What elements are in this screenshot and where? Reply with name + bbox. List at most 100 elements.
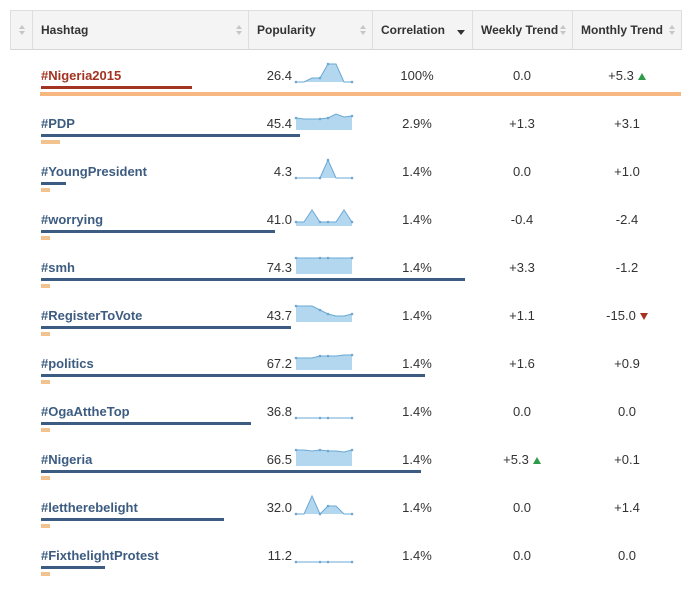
- sparkline-point: [318, 354, 322, 358]
- correlation-bar: [41, 284, 50, 288]
- header-monthly-trend[interactable]: Monthly Trend: [572, 11, 682, 50]
- monthly-trend-value: +3.1: [614, 116, 640, 131]
- popularity-sparkline: [294, 256, 354, 274]
- correlation-value: 1.4%: [402, 308, 432, 323]
- monthly-trend-value: 0.0: [617, 548, 637, 563]
- popularity-value: 26.4: [266, 68, 292, 83]
- correlation-bar: [41, 380, 50, 384]
- hashtag-link[interactable]: #worrying: [41, 212, 104, 227]
- correlation-value: 1.4%: [402, 500, 432, 515]
- sparkline-point: [326, 116, 330, 120]
- sparkline-area: [296, 114, 352, 130]
- sparkline-line: [296, 449, 353, 453]
- hashtag-link[interactable]: #politics: [41, 356, 94, 371]
- header-correlation[interactable]: Correlation: [372, 11, 472, 50]
- popularity-bar: [41, 230, 275, 233]
- popularity-bar: [41, 86, 192, 89]
- popularity-bar: [41, 326, 291, 329]
- correlation-value: 2.9%: [402, 116, 432, 131]
- weekly-trend-value: 0.0: [512, 404, 532, 419]
- header-popularity-label: Popularity: [257, 23, 316, 37]
- sparkline-point: [350, 176, 354, 180]
- table-row[interactable]: #smh 74.3 1.4% +3.3 -1.2: [10, 250, 682, 298]
- monthly-trend-value: -2.4: [615, 212, 639, 227]
- sparkline-point: [326, 416, 330, 420]
- table-row[interactable]: #politics 67.2 1.4% +1.6 +0.9: [10, 346, 682, 394]
- sparkline-line: [296, 158, 352, 179]
- table-row[interactable]: #lettherebelight 32.0 1.4% 0.0 +1.4: [10, 490, 682, 538]
- popularity-bar: [41, 518, 224, 521]
- correlation-value: 1.4%: [402, 212, 432, 227]
- hashtag-link[interactable]: #smh: [41, 260, 75, 275]
- popularity-value: 36.8: [266, 404, 292, 419]
- sort-handle-column[interactable]: [10, 11, 32, 50]
- table-row[interactable]: #PDP 45.4 2.9% +1.3 +3.1: [10, 106, 682, 154]
- sparkline-point: [350, 448, 354, 452]
- monthly-trend-cell: +0.9: [572, 356, 682, 371]
- header-popularity[interactable]: Popularity: [248, 11, 372, 50]
- trend-up-icon: [532, 457, 541, 464]
- hashtag-link[interactable]: #Nigeria: [41, 452, 93, 467]
- monthly-trend-cell: 0.0: [572, 548, 682, 563]
- sort-desc-icon: [457, 30, 465, 35]
- sparkline-point: [294, 220, 298, 224]
- weekly-trend-cell: 0.0: [472, 404, 572, 419]
- sparkline-point: [350, 512, 354, 516]
- header-weekly-trend[interactable]: Weekly Trend: [472, 11, 572, 50]
- hashtag-link[interactable]: #lettherebelight: [41, 500, 138, 515]
- sparkline-point: [326, 504, 330, 508]
- hashtag-link[interactable]: #RegisterToVote: [41, 308, 143, 323]
- sparkline-area: [296, 258, 352, 274]
- monthly-trend-value: +5.3: [608, 68, 634, 83]
- sparkline-point: [350, 80, 354, 84]
- correlation-bar: [41, 188, 50, 192]
- monthly-trend-cell: +3.1: [572, 116, 682, 131]
- sparkline-line: [296, 494, 352, 515]
- weekly-trend-value: +1.1: [509, 308, 535, 323]
- weekly-trend-value: +1.3: [509, 116, 535, 131]
- table-row[interactable]: #OgaAttheTop 36.8 1.4% 0.0 0.0: [10, 394, 682, 442]
- header-hashtag[interactable]: Hashtag: [32, 11, 248, 50]
- sparkline-point: [294, 356, 298, 360]
- popularity-bar: [41, 422, 251, 425]
- table-row[interactable]: #FixthelightProtest 11.2 1.4% 0.0 0.0: [10, 538, 682, 586]
- header-correlation-label: Correlation: [381, 23, 446, 37]
- sparkline-point: [294, 560, 298, 564]
- hashtag-link[interactable]: #OgaAttheTop: [41, 404, 130, 419]
- sparkline-area: [296, 306, 352, 322]
- sparkline-area: [296, 64, 352, 82]
- trend-down-icon: [639, 313, 648, 320]
- sparkline-point: [350, 353, 354, 357]
- weekly-trend-cell: +5.3: [472, 452, 572, 467]
- sparkline-area: [296, 210, 352, 226]
- weekly-trend-value: 0.0: [512, 500, 532, 515]
- popularity-bar: [41, 374, 425, 377]
- sparkline-area: [296, 355, 352, 370]
- sparkline-point: [318, 117, 322, 121]
- popularity-sparkline: [294, 209, 354, 226]
- sparkline-point: [318, 176, 322, 180]
- sort-icon: [236, 25, 242, 36]
- sparkline-point: [318, 220, 322, 224]
- hashtag-link[interactable]: #Nigeria2015: [41, 68, 122, 83]
- correlation-value: 1.4%: [402, 452, 432, 467]
- sort-icon: [19, 25, 25, 36]
- sparkline-point: [318, 308, 322, 312]
- table-row[interactable]: #YoungPresident 4.3 1.4% 0.0 +1.0: [10, 154, 682, 202]
- popularity-value: 67.2: [266, 356, 292, 371]
- hashtag-link[interactable]: #YoungPresident: [41, 164, 147, 179]
- table-row[interactable]: #Nigeria 66.5 1.4% +5.3 +0.1: [10, 442, 682, 490]
- popularity-sparkline: [294, 448, 354, 466]
- hashtag-link[interactable]: #PDP: [41, 116, 75, 131]
- sparkline-point: [318, 416, 322, 420]
- hashtag-link[interactable]: #FixthelightProtest: [41, 548, 159, 563]
- weekly-trend-cell: 0.0: [472, 68, 572, 83]
- table-row[interactable]: #RegisterToVote 43.7 1.4% +1.1 -15.0: [10, 298, 682, 346]
- table-row[interactable]: #Nigeria2015 26.4 100% 0.0 +5.3: [10, 58, 682, 106]
- sparkline-point: [326, 312, 330, 316]
- sparkline-point: [350, 312, 354, 316]
- sparkline-point: [294, 256, 298, 260]
- table-row[interactable]: #worrying 41.0 1.4% -0.4 -2.4: [10, 202, 682, 250]
- sparkline-point: [326, 354, 330, 358]
- monthly-trend-value: -15.0: [606, 308, 636, 323]
